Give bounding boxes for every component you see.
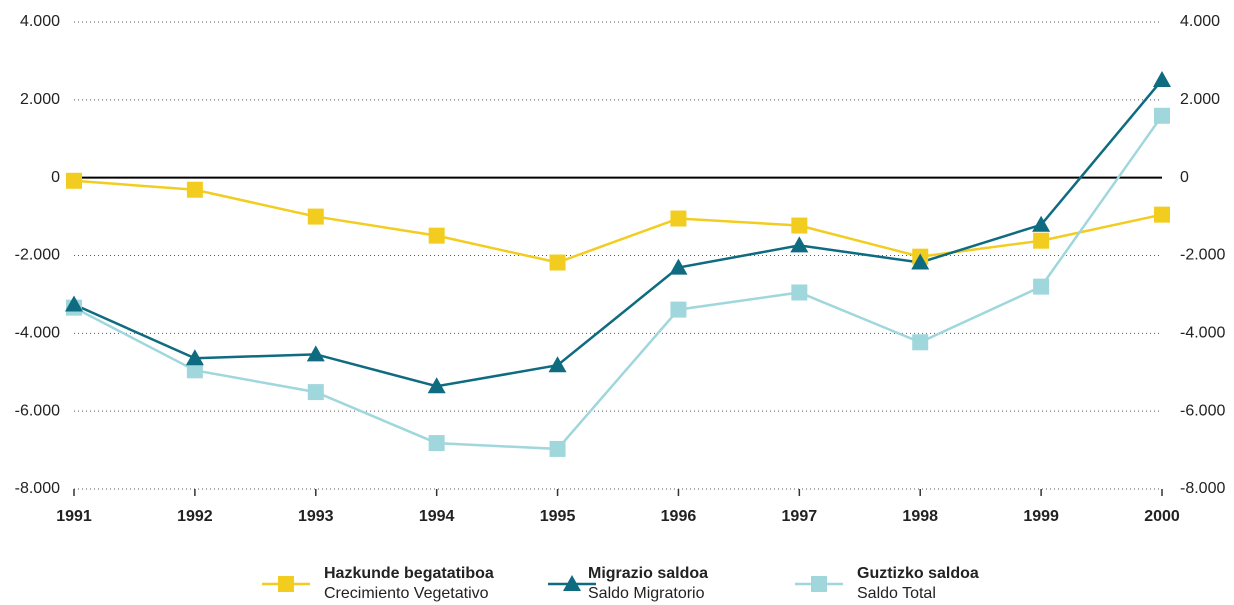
series-line — [73, 115, 1164, 451]
legend-subname: Saldo Migratorio — [588, 585, 705, 602]
marker — [791, 284, 808, 301]
marker — [186, 362, 203, 379]
marker — [791, 217, 808, 234]
x-tick-label: 1994 — [419, 508, 455, 525]
x-tick-label: 2000 — [1144, 508, 1180, 525]
marker — [563, 575, 581, 591]
marker — [811, 576, 827, 592]
legend-name: Guztizko saldoa — [857, 565, 979, 582]
marker — [549, 440, 566, 457]
x-tick-label: 1991 — [56, 508, 92, 525]
legend-subname: Crecimiento Vegetativo — [324, 585, 489, 602]
marker — [1154, 206, 1170, 223]
x-tick-label: 1996 — [661, 508, 697, 525]
marker — [307, 384, 324, 401]
marker — [306, 345, 325, 362]
marker — [1033, 278, 1050, 295]
marker — [1032, 215, 1051, 232]
marker — [65, 295, 83, 312]
marker — [670, 301, 687, 318]
y2-tick-label: -2.000 — [1180, 247, 1225, 264]
y-tick-label: 4.000 — [20, 13, 60, 30]
x-tick-label: 1992 — [177, 508, 213, 525]
marker — [186, 181, 203, 198]
marker — [307, 208, 324, 225]
x-tick-label: 1993 — [298, 508, 334, 525]
x-tick-label: 1997 — [782, 508, 818, 525]
y-tick-label: -8.000 — [15, 480, 60, 497]
marker — [912, 334, 929, 351]
marker — [66, 172, 82, 189]
marker — [911, 253, 930, 270]
y2-tick-label: -8.000 — [1180, 480, 1225, 497]
y2-tick-label: -4.000 — [1180, 325, 1225, 342]
y-tick-label: -2.000 — [15, 247, 60, 264]
marker — [428, 227, 445, 244]
marker — [669, 258, 688, 275]
marker — [428, 435, 445, 452]
legend-name: Migrazio saldoa — [588, 565, 708, 582]
marker — [1033, 232, 1050, 249]
series-line — [73, 179, 1163, 264]
y2-tick-label: -6.000 — [1180, 402, 1225, 419]
y-tick-label: -4.000 — [15, 325, 60, 342]
y2-tick-label: 4.000 — [1180, 13, 1220, 30]
marker — [1154, 107, 1170, 124]
x-tick-label: 1995 — [540, 508, 576, 525]
marker — [790, 236, 809, 253]
legend-name: Hazkunde begatatiboa — [324, 565, 494, 582]
marker — [549, 254, 566, 271]
x-tick-label: 1998 — [902, 508, 938, 525]
y2-tick-label: 2.000 — [1180, 91, 1220, 108]
marker — [670, 210, 687, 227]
marker — [427, 377, 446, 394]
marker — [1153, 70, 1171, 87]
marker — [548, 356, 567, 373]
series-line — [73, 79, 1163, 388]
x-tick-label: 1999 — [1023, 508, 1059, 525]
y2-tick-label: 0 — [1180, 169, 1189, 186]
y-tick-label: 2.000 — [20, 91, 60, 108]
marker — [278, 576, 294, 592]
marker — [185, 349, 204, 366]
y-tick-label: 0 — [51, 169, 60, 186]
y-tick-label: -6.000 — [15, 402, 60, 419]
legend-subname: Saldo Total — [857, 585, 936, 602]
